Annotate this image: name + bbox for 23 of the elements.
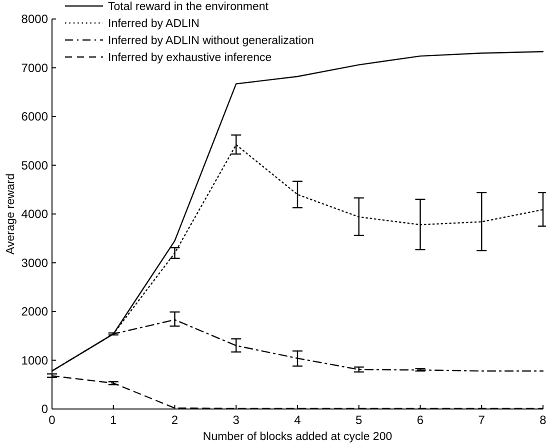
y-tick-label: 3000: [21, 256, 48, 270]
legend-label: Total reward in the environment: [108, 1, 270, 14]
x-tick-label: 4: [294, 413, 302, 427]
legend-label: Inferred by exhaustive inference: [108, 52, 272, 64]
legend-label: Inferred by ADLIN without generalization: [108, 35, 314, 48]
x-tick-label: 8: [540, 413, 546, 427]
x-tick-label: 5: [356, 413, 363, 427]
x-tick-label: 7: [478, 413, 486, 427]
y-tick-label: 0: [41, 402, 48, 416]
y-tick-label: 8000: [21, 12, 48, 26]
x-tick-label: 2: [171, 413, 178, 427]
y-tick-label: 5000: [21, 158, 48, 172]
y-tick-label: 6000: [21, 110, 48, 124]
x-tick-label: 3: [232, 413, 240, 427]
legend-label: Inferred by ADLIN: [108, 18, 200, 30]
y-tick-label: 1000: [21, 353, 48, 368]
y-tick-label: 4000: [21, 207, 48, 222]
y-tick-label: 7000: [21, 60, 48, 75]
y-axis-title: Average reward: [5, 174, 17, 254]
x-axis-title: Number of blocks added at cycle 200: [202, 431, 392, 443]
x-tick-label: 1: [110, 413, 118, 427]
y-tick-label: 2000: [21, 304, 48, 319]
x-tick-label: 6: [416, 413, 424, 427]
